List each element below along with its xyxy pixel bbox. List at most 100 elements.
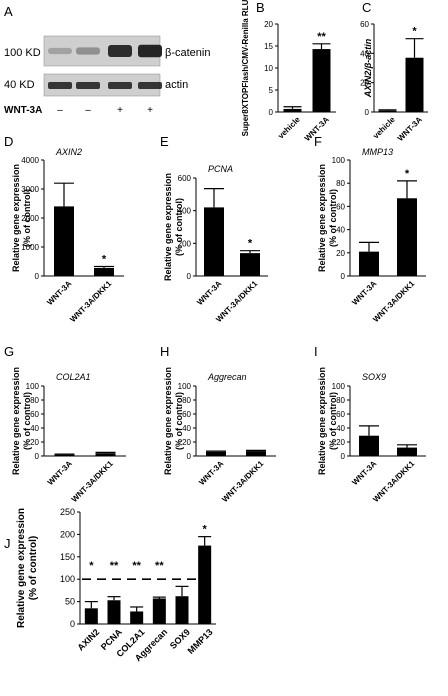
y-tick-label: 40 [182,424,191,433]
y-axis-label-line: Relative gene expression [11,164,21,272]
y-axis-label: Relative gene expression(% of control) [16,508,39,628]
x-tick-label: MMP13 [186,627,215,656]
y-tick-label: 100 [178,382,192,391]
x-tick-label: vehicle [371,115,397,141]
x-tick-label: WNT-3A/DKK1 [220,459,265,504]
y-tick-label: 40 [336,424,345,433]
panel-letter: H [160,344,169,359]
panel-letter: D [4,134,13,149]
actin-band [108,82,132,89]
y-tick-label: 60 [336,410,345,419]
significance-mark: * [248,238,253,250]
treatment-signs: – – + + [57,105,153,116]
beta-catenin-band [108,44,132,58]
x-tick-label: vehicle [276,115,302,141]
panel-letter: F [314,134,322,149]
y-tick-label: 0 [35,452,40,461]
significance-mark: ** [317,31,326,43]
y-tick-label: 3000 [21,185,39,194]
y-tick-label: 15 [264,42,273,51]
y-axis-label: Relative gene expression(% of control) [163,173,184,281]
bar [359,435,379,456]
bar [204,207,224,276]
bar [94,267,114,276]
y-axis-label-line: Relative gene expression [163,173,173,281]
chart-title: MMP13 [362,147,393,157]
bar [175,596,189,624]
treatment-label: WNT-3A [4,105,42,116]
panel-a: A 100 KD 40 KD β-catenin actin WNT-3A – –… [4,4,210,116]
chart-b: B 0 5 10 15 20 Super8XTOPFlash/CMV-Renilla RLU… [241,0,336,143]
chart-title: AXIN2 [55,147,82,157]
y-axis-label-line: Super8XTOPFlash/CMV-Renilla RLU [241,0,250,136]
bar [397,447,417,456]
bar [312,49,331,112]
y-tick-label: 40 [360,49,369,58]
x-tick-label: WNT-3A [46,459,74,487]
y-tick-label: 0 [341,272,346,281]
y-tick-label: 250 [60,507,75,517]
y-axis-label: Relative gene expression(% of control) [11,367,32,475]
x-tick-label: AXIN2 [75,627,101,653]
bar [240,253,260,276]
y-axis-label-line: (% of control) [328,392,338,450]
y-axis-label-line: Relative gene expression [16,508,27,628]
y-tick-label: 40 [30,424,39,433]
beta-catenin-band [138,44,162,58]
actin-band [138,82,162,89]
y-tick-label: 100 [60,574,75,584]
panel-letter-a: A [4,4,13,19]
y-tick-label: 80 [336,396,345,405]
marker-40kd: 40 KD [4,79,35,91]
y-axis-label-line: Relative gene expression [317,164,327,272]
x-tick-label: WNT-3A [350,459,378,487]
y-tick-label: 60 [336,202,345,211]
band-label-beta-catenin: β-catenin [165,47,210,59]
panel-letter: B [256,0,265,15]
beta-catenin-bands [48,44,162,58]
bar [152,598,166,624]
panel-letter: C [362,0,371,15]
y-tick-label: 2000 [21,214,39,223]
y-tick-label: 50 [65,597,75,607]
y-tick-label: 0 [365,108,370,117]
y-tick-label: 0 [341,452,346,461]
actin-band [76,82,100,89]
y-tick-label: 5 [269,86,274,95]
x-tick-label: WNT-3A [195,279,223,307]
y-tick-label: 100 [332,156,346,165]
bar-charts: B 0 5 10 15 20 Super8XTOPFlash/CMV-Renilla RLU… [4,0,428,663]
bar [107,600,121,624]
band-label-actin: actin [165,79,188,91]
y-tick-label: 200 [60,529,75,539]
panel-letter: G [4,344,14,359]
chart-title: Aggrecan [207,372,247,382]
y-axis-label-line: Relative gene expression [317,367,327,475]
y-tick-label: 400 [178,207,192,216]
y-axis-label: Relative gene expression(% of control) [163,367,184,475]
y-tick-label: 100 [332,382,346,391]
x-tick-label: WNT-3A [396,115,424,143]
y-axis-label-line: (% of control) [22,392,32,450]
treatment-sign: – [57,105,63,116]
x-tick-label: WNT-3A [197,459,225,487]
chart-title: SOX9 [362,372,386,382]
chart-j: J 0 50 100 150 200 250 Relative gene expression… [4,507,216,663]
significance-mark: * [412,26,417,38]
chart-title: PCNA [208,164,233,174]
bar [95,453,116,456]
bar [405,57,424,112]
y-axis-label: AXIN2/β-actin [363,38,373,98]
bar [378,110,397,112]
bar [359,251,379,276]
y-tick-label: 0 [70,619,75,629]
significance-mark: ** [110,560,119,572]
treatment-sign: + [147,105,153,116]
y-axis-label-line: (% of control) [22,189,32,247]
bar [283,108,302,112]
